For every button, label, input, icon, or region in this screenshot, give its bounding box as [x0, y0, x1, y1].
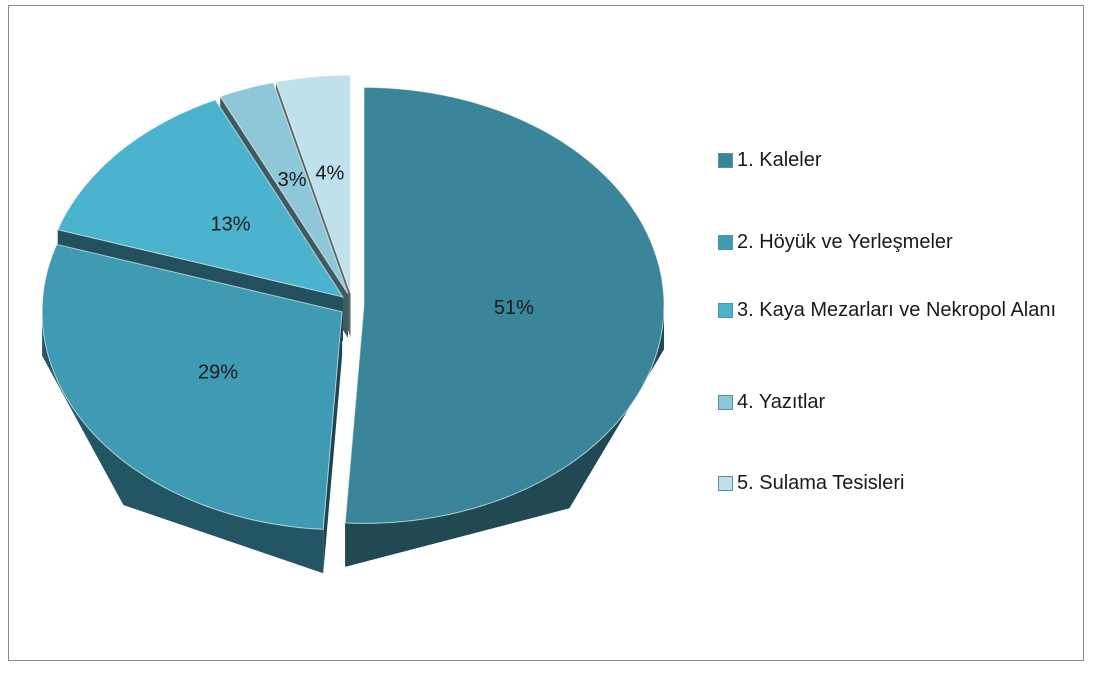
- legend-item: 5. Sulama Tesisleri: [718, 468, 1088, 498]
- slice-side: [42, 311, 324, 574]
- legend-label: 1. Kaleler: [737, 149, 822, 171]
- legend-item: 3. Kaya Mezarları ve Nekropol Alanı: [718, 295, 1088, 325]
- slice: [56, 99, 345, 298]
- legend-label: 5. Sulama Tesisleri: [737, 472, 905, 494]
- slice-edge: [323, 311, 343, 574]
- legend-swatch: [718, 395, 733, 410]
- legend-swatch: [718, 153, 733, 168]
- slice: [41, 243, 343, 530]
- slice: [219, 82, 349, 294]
- legend-label: 3. Kaya Mezarları ve Nekropol Alanı: [737, 299, 1057, 321]
- legend-swatch: [718, 476, 733, 491]
- chart-frame: [8, 5, 1084, 661]
- data-label: 3%: [278, 169, 307, 191]
- data-label: 13%: [210, 213, 250, 235]
- data-label: 4%: [315, 162, 344, 184]
- legend-item: 4. Yazıtlar: [718, 387, 1088, 417]
- legend-label: 2. Höyük ve Yerleşmeler: [737, 231, 953, 253]
- slice: [275, 74, 352, 294]
- legend-label: 4. Yazıtlar: [737, 391, 826, 413]
- legend-swatch: [718, 235, 733, 250]
- data-label: 51%: [494, 297, 534, 319]
- slice: [344, 86, 665, 524]
- data-label: 29%: [198, 361, 238, 383]
- legend-item: 2. Höyük ve Yerleşmeler: [718, 227, 1088, 257]
- slice-side: [345, 305, 664, 567]
- legend-swatch: [718, 303, 733, 318]
- legend-item: 1. Kaleler: [718, 145, 1088, 175]
